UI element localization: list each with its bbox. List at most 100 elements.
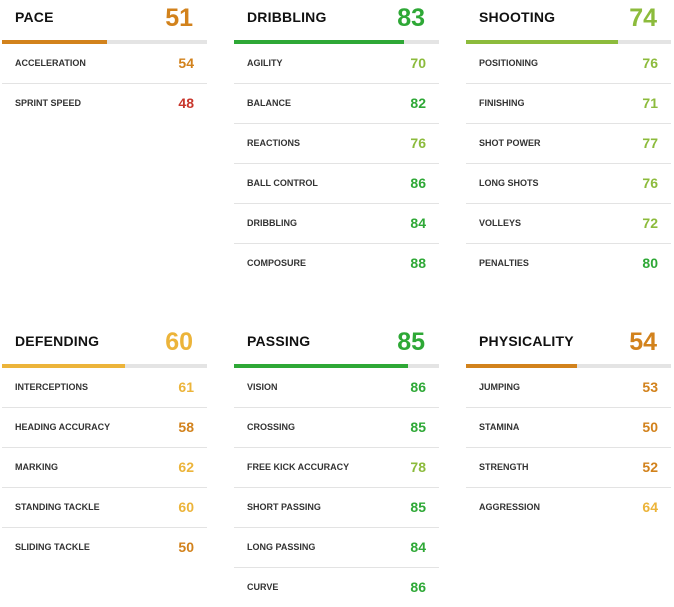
rating-bar-track [466, 40, 671, 44]
stat-block-defending: DEFENDING 60 INTERCEPTIONS 61 HEADING ACCURA… [2, 324, 207, 555]
attribute-row: REACTIONS 76 [234, 124, 439, 164]
block-header: DEFENDING 60 [2, 324, 207, 364]
attribute-value: 64 [642, 499, 658, 515]
attribute-row: CROSSING 85 [234, 408, 439, 448]
block-title: PACE [15, 9, 54, 25]
attribute-value: 71 [642, 95, 658, 111]
attribute-value: 78 [410, 459, 426, 475]
rating-bar-fill [466, 364, 577, 368]
attribute-row: LONG SHOTS 76 [466, 164, 671, 204]
attribute-row: COMPOSURE 88 [234, 244, 439, 283]
attribute-value: 48 [178, 95, 194, 111]
rating-bar-track [466, 364, 671, 368]
block-header: PASSING 85 [234, 324, 439, 364]
rating-bar-fill [2, 364, 125, 368]
block-rating: 51 [165, 4, 193, 32]
attribute-value: 84 [410, 539, 426, 555]
block-rating: 83 [397, 4, 425, 32]
attribute-value: 72 [642, 215, 658, 231]
attribute-row: CURVE 86 [234, 568, 439, 607]
attribute-label: SPRINT SPEED [15, 98, 82, 108]
attribute-row: AGGRESSION 64 [466, 488, 671, 527]
attribute-label: POSITIONING [479, 58, 539, 68]
attribute-label: AGGRESSION [479, 502, 541, 512]
attribute-label: STANDING TACKLE [15, 502, 100, 512]
attribute-value: 62 [178, 459, 194, 475]
attribute-value: 50 [642, 419, 658, 435]
attribute-label: REACTIONS [247, 138, 301, 148]
attribute-list: POSITIONING 76 FINISHING 71 SHOT POWER 77 LONG… [466, 44, 671, 283]
attribute-row: ACCELERATION 54 [2, 44, 207, 84]
block-header: PHYSICALITY 54 [466, 324, 671, 364]
block-title: PHYSICALITY [479, 333, 574, 349]
block-rating: 85 [397, 328, 425, 356]
attribute-list: ACCELERATION 54 SPRINT SPEED 48 [2, 44, 207, 123]
attribute-list: JUMPING 53 STAMINA 50 STRENGTH 52 AGGRESSION 64 [466, 368, 671, 527]
attribute-row: AGILITY 70 [234, 44, 439, 84]
attribute-row: STRENGTH 52 [466, 448, 671, 488]
block-title: DRIBBLING [247, 9, 327, 25]
attribute-value: 85 [410, 499, 426, 515]
attribute-row: BALANCE 82 [234, 84, 439, 124]
attribute-row: SLIDING TACKLE 50 [2, 528, 207, 567]
attribute-row: STAMINA 50 [466, 408, 671, 448]
attribute-value: 77 [642, 135, 658, 151]
attribute-value: 61 [178, 379, 194, 395]
block-header: PACE 51 [2, 0, 207, 40]
block-title: SHOOTING [479, 9, 556, 25]
attribute-value: 76 [642, 55, 658, 71]
stat-block-pace: PACE 51 ACCELERATION 54 SPRINT SPEED 48 [2, 0, 207, 111]
attribute-value: 52 [642, 459, 658, 475]
attribute-label: SHORT PASSING [247, 502, 321, 512]
attribute-value: 76 [642, 175, 658, 191]
attribute-row: SPRINT SPEED 48 [2, 84, 207, 123]
attribute-value: 50 [178, 539, 194, 555]
block-rating: 74 [629, 4, 657, 32]
attribute-row: LONG PASSING 84 [234, 528, 439, 568]
attribute-label: INTERCEPTIONS [15, 382, 89, 392]
rating-bar-fill [234, 40, 405, 44]
attribute-label: ACCELERATION [15, 58, 86, 68]
attribute-value: 54 [178, 55, 194, 71]
attribute-label: JUMPING [479, 382, 521, 392]
rating-bar-track [234, 364, 439, 368]
block-rating: 54 [629, 328, 657, 356]
attribute-label: CURVE [247, 582, 279, 592]
attribute-row: FINISHING 71 [466, 84, 671, 124]
attribute-value: 86 [410, 579, 426, 595]
attribute-row: POSITIONING 76 [466, 44, 671, 84]
rating-bar-fill [466, 40, 618, 44]
attribute-row: STANDING TACKLE 60 [2, 488, 207, 528]
attribute-row: PENALTIES 80 [466, 244, 671, 283]
attribute-row: SHOT POWER 77 [466, 124, 671, 164]
attribute-label: VISION [247, 382, 278, 392]
attribute-label: BALL CONTROL [247, 178, 318, 188]
block-rating: 60 [165, 328, 193, 356]
block-title: DEFENDING [15, 333, 100, 349]
attribute-label: PENALTIES [479, 258, 529, 268]
rating-bar-fill [234, 364, 409, 368]
attribute-row: VISION 86 [234, 368, 439, 408]
attribute-value: 76 [410, 135, 426, 151]
attribute-row: JUMPING 53 [466, 368, 671, 408]
attribute-label: HEADING ACCURACY [15, 422, 111, 432]
attribute-value: 60 [178, 499, 194, 515]
attribute-list: AGILITY 70 BALANCE 82 REACTIONS 76 BALL CONTRO… [234, 44, 439, 283]
block-header: DRIBBLING 83 [234, 0, 439, 40]
attribute-value: 88 [410, 255, 426, 271]
attribute-value: 58 [178, 419, 194, 435]
attribute-row: SHORT PASSING 85 [234, 488, 439, 528]
stat-block-shooting: SHOOTING 74 POSITIONING 76 FINISHING 71 SHOT P… [466, 0, 671, 271]
attribute-row: HEADING ACCURACY 58 [2, 408, 207, 448]
attribute-label: VOLLEYS [479, 218, 522, 228]
rating-bar-track [234, 40, 439, 44]
attribute-value: 85 [410, 419, 426, 435]
attribute-label: STRENGTH [479, 462, 529, 472]
rating-bar-track [2, 40, 207, 44]
attribute-value: 82 [410, 95, 426, 111]
rating-bar-track [2, 364, 207, 368]
attribute-row: DRIBBLING 84 [234, 204, 439, 244]
rating-bar-fill [2, 40, 107, 44]
attribute-row: VOLLEYS 72 [466, 204, 671, 244]
attribute-label: MARKING [15, 462, 58, 472]
